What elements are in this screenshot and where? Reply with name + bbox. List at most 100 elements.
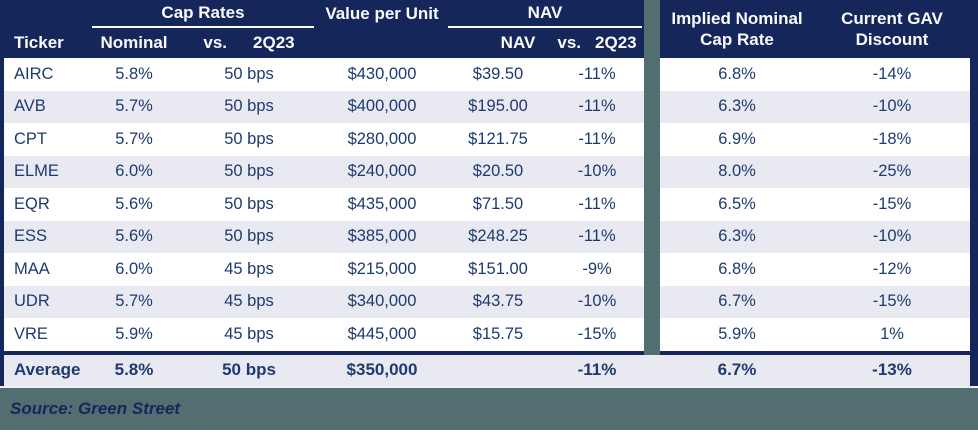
- table-row: CPT 5.7% 50 bps $280,000 $121.75 -11% 6.…: [4, 123, 970, 156]
- nav-vs-2q23-cell: -11%: [578, 97, 616, 116]
- table-row: AVB 5.7% 50 bps $400,000 $195.00 -11% 6.…: [4, 90, 970, 123]
- group-header-cap-rates: Cap Rates: [92, 0, 314, 28]
- gav-discount-cell: -12%: [872, 259, 912, 278]
- average-gav-discount: -13%: [814, 350, 970, 386]
- cap-vs-2q23-cell: 45 bps: [224, 259, 274, 278]
- nominal-cap-rate-cell: 5.7%: [115, 97, 153, 116]
- nav-cell: $248.25: [468, 227, 528, 246]
- column-header-cap-vs-2q23: vs. 2Q23: [180, 28, 318, 58]
- nav-vs-2q23-cell: -10%: [577, 162, 617, 181]
- ticker-cell: VRE: [14, 324, 48, 343]
- vertical-divider: [644, 0, 660, 58]
- average-nav: [446, 350, 550, 386]
- nav-vs-2q23-cell: -9%: [582, 259, 612, 278]
- table-wrap: Cap Rates Value per Unit NAV Ticker Nomi…: [0, 0, 978, 386]
- footer-bar: Source: Green Street: [0, 385, 978, 430]
- implied-cap-rate-cell: 6.8%: [718, 64, 756, 83]
- cap-vs-2q23-cell: 50 bps: [224, 64, 274, 83]
- nominal-cap-rate-cell: 5.8%: [115, 64, 153, 83]
- vertical-divider: [644, 90, 660, 123]
- vertical-divider: [644, 285, 660, 318]
- value-per-unit-cell: $240,000: [347, 162, 417, 181]
- vertical-divider: [644, 318, 660, 351]
- implied-header-line1: Implied Nominal: [671, 8, 803, 28]
- gav-discount-cell: -10%: [872, 227, 912, 246]
- table-row: VRE 5.9% 45 bps $445,000 $15.75 -15% 5.9…: [4, 318, 970, 351]
- average-cap-vs-2q23: 50 bps: [180, 350, 318, 386]
- ticker-cell: MAA: [14, 259, 50, 278]
- gav-discount-cell: -15%: [872, 194, 912, 213]
- column-header-nav-vs-2q23: vs. 2Q23: [550, 28, 644, 58]
- implied-header-line2: Cap Rate: [700, 30, 774, 49]
- nominal-cap-rate-cell: 5.7%: [115, 129, 153, 148]
- nav-cell: $15.75: [472, 324, 524, 343]
- vertical-divider: [644, 220, 660, 253]
- cap-vs-2q23-cell: 50 bps: [224, 97, 274, 116]
- gav-discount-cell: -10%: [872, 97, 912, 116]
- cap-vs-2q23-cell: 45 bps: [224, 324, 274, 343]
- cap-vs-2q23-cell: 50 bps: [224, 129, 274, 148]
- nav-cell: $151.00: [468, 259, 528, 278]
- nominal-cap-rate-cell: 6.0%: [115, 259, 153, 278]
- column-header-current-gav-discount: Current GAV Discount: [814, 0, 970, 58]
- implied-cap-rate-cell: 5.9%: [718, 324, 756, 343]
- nav-vs-2q23-cell: -10%: [577, 292, 617, 311]
- nominal-cap-rate-cell: 5.6%: [115, 194, 153, 213]
- implied-cap-rate-cell: 6.3%: [718, 227, 756, 246]
- table-row: EQR 5.6% 50 bps $435,000 $71.50 -11% 6.5…: [4, 188, 970, 221]
- vertical-divider: [644, 58, 660, 91]
- nav-vs-2q23-cell: -11%: [578, 227, 616, 246]
- average-row: Average 5.8% 50 bps $350,000 -11% 6.7% -…: [4, 350, 970, 386]
- implied-cap-rate-cell: 6.7%: [718, 292, 756, 311]
- cap-2q23-label: 2Q23: [253, 33, 295, 52]
- cap-vs-2q23-cell: 50 bps: [224, 227, 274, 246]
- gav-discount-cell: -25%: [872, 162, 912, 181]
- ticker-cell: AVB: [14, 97, 46, 116]
- average-nav-vs-2q23: -11%: [550, 350, 644, 386]
- nominal-cap-rate-cell: 5.6%: [115, 227, 153, 246]
- column-header-ticker: Ticker: [14, 33, 64, 52]
- nav-cell: $121.75: [468, 129, 528, 148]
- value-per-unit-cell: $430,000: [347, 64, 417, 83]
- vertical-divider: [644, 253, 660, 286]
- gav-discount-cell: -18%: [872, 129, 912, 148]
- nav-cell: $43.75: [472, 292, 524, 311]
- implied-cap-rate-cell: 6.3%: [718, 97, 756, 116]
- group-header-value-per-unit: Value per Unit: [325, 4, 439, 23]
- source-attribution: Source: Green Street: [10, 398, 181, 418]
- ticker-cell: ELME: [14, 162, 59, 181]
- group-header-nav: NAV: [448, 0, 642, 28]
- cap-vs-2q23-cell: 45 bps: [224, 292, 274, 311]
- implied-cap-rate-cell: 8.0%: [718, 162, 756, 181]
- nav-vs-2q23-cell: -11%: [578, 129, 616, 148]
- column-header-nav: NAV: [500, 33, 536, 52]
- gav-header-line1: Current GAV: [841, 8, 943, 28]
- nominal-cap-rate-cell: 5.7%: [115, 292, 153, 311]
- table-header: Cap Rates Value per Unit NAV Ticker Nomi…: [4, 0, 970, 58]
- average-nominal-cap-rate: 5.8%: [88, 350, 180, 386]
- value-per-unit-cell: $215,000: [347, 259, 417, 278]
- gav-discount-cell: -14%: [872, 64, 912, 83]
- nav-vs-2q23-cell: -15%: [577, 324, 617, 343]
- nav-vs-2q23-cell: -11%: [578, 64, 616, 83]
- vertical-divider: [644, 123, 660, 156]
- table-row: ELME 6.0% 50 bps $240,000 $20.50 -10% 8.…: [4, 155, 970, 188]
- gav-discount-cell: 1%: [880, 324, 904, 343]
- cap-vs-2q23-cell: 50 bps: [224, 194, 274, 213]
- table-row: ESS 5.6% 50 bps $385,000 $248.25 -11% 6.…: [4, 220, 970, 253]
- gav-header-line2: Discount: [855, 30, 929, 49]
- table-row: UDR 5.7% 45 bps $340,000 $43.75 -10% 6.7…: [4, 285, 970, 318]
- table-row: AIRC 5.8% 50 bps $430,000 $39.50 -11% 6.…: [4, 58, 970, 91]
- gav-discount-cell: -15%: [872, 292, 912, 311]
- column-header-nominal: Nominal: [100, 33, 168, 52]
- value-per-unit-cell: $385,000: [347, 227, 417, 246]
- average-value-per-unit: $350,000: [318, 350, 446, 386]
- nav-vs-label: vs.: [557, 33, 582, 52]
- nav-cell: $71.50: [472, 194, 524, 213]
- ticker-cell: AIRC: [14, 64, 54, 83]
- nav-cell: $20.50: [472, 162, 524, 181]
- vertical-divider: [644, 188, 660, 221]
- nominal-cap-rate-cell: 5.9%: [115, 324, 153, 343]
- table-row: MAA 6.0% 45 bps $215,000 $151.00 -9% 6.8…: [4, 253, 970, 286]
- nav-vs-2q23-cell: -11%: [578, 194, 616, 213]
